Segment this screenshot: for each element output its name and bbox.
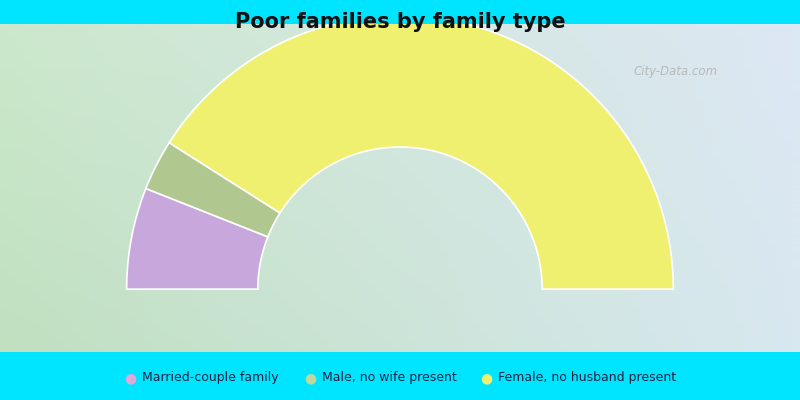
Text: Male, no wife present: Male, no wife present xyxy=(322,372,456,384)
Text: ●: ● xyxy=(480,371,492,385)
Text: Female, no husband present: Female, no husband present xyxy=(498,372,676,384)
Text: City-Data.com: City-Data.com xyxy=(634,66,718,78)
Text: Poor families by family type: Poor families by family type xyxy=(234,12,566,32)
Text: ●: ● xyxy=(304,371,316,385)
Polygon shape xyxy=(146,143,280,237)
Text: Married-couple family: Married-couple family xyxy=(142,372,278,384)
Polygon shape xyxy=(126,188,268,289)
Text: ●: ● xyxy=(124,371,136,385)
Polygon shape xyxy=(170,16,674,289)
